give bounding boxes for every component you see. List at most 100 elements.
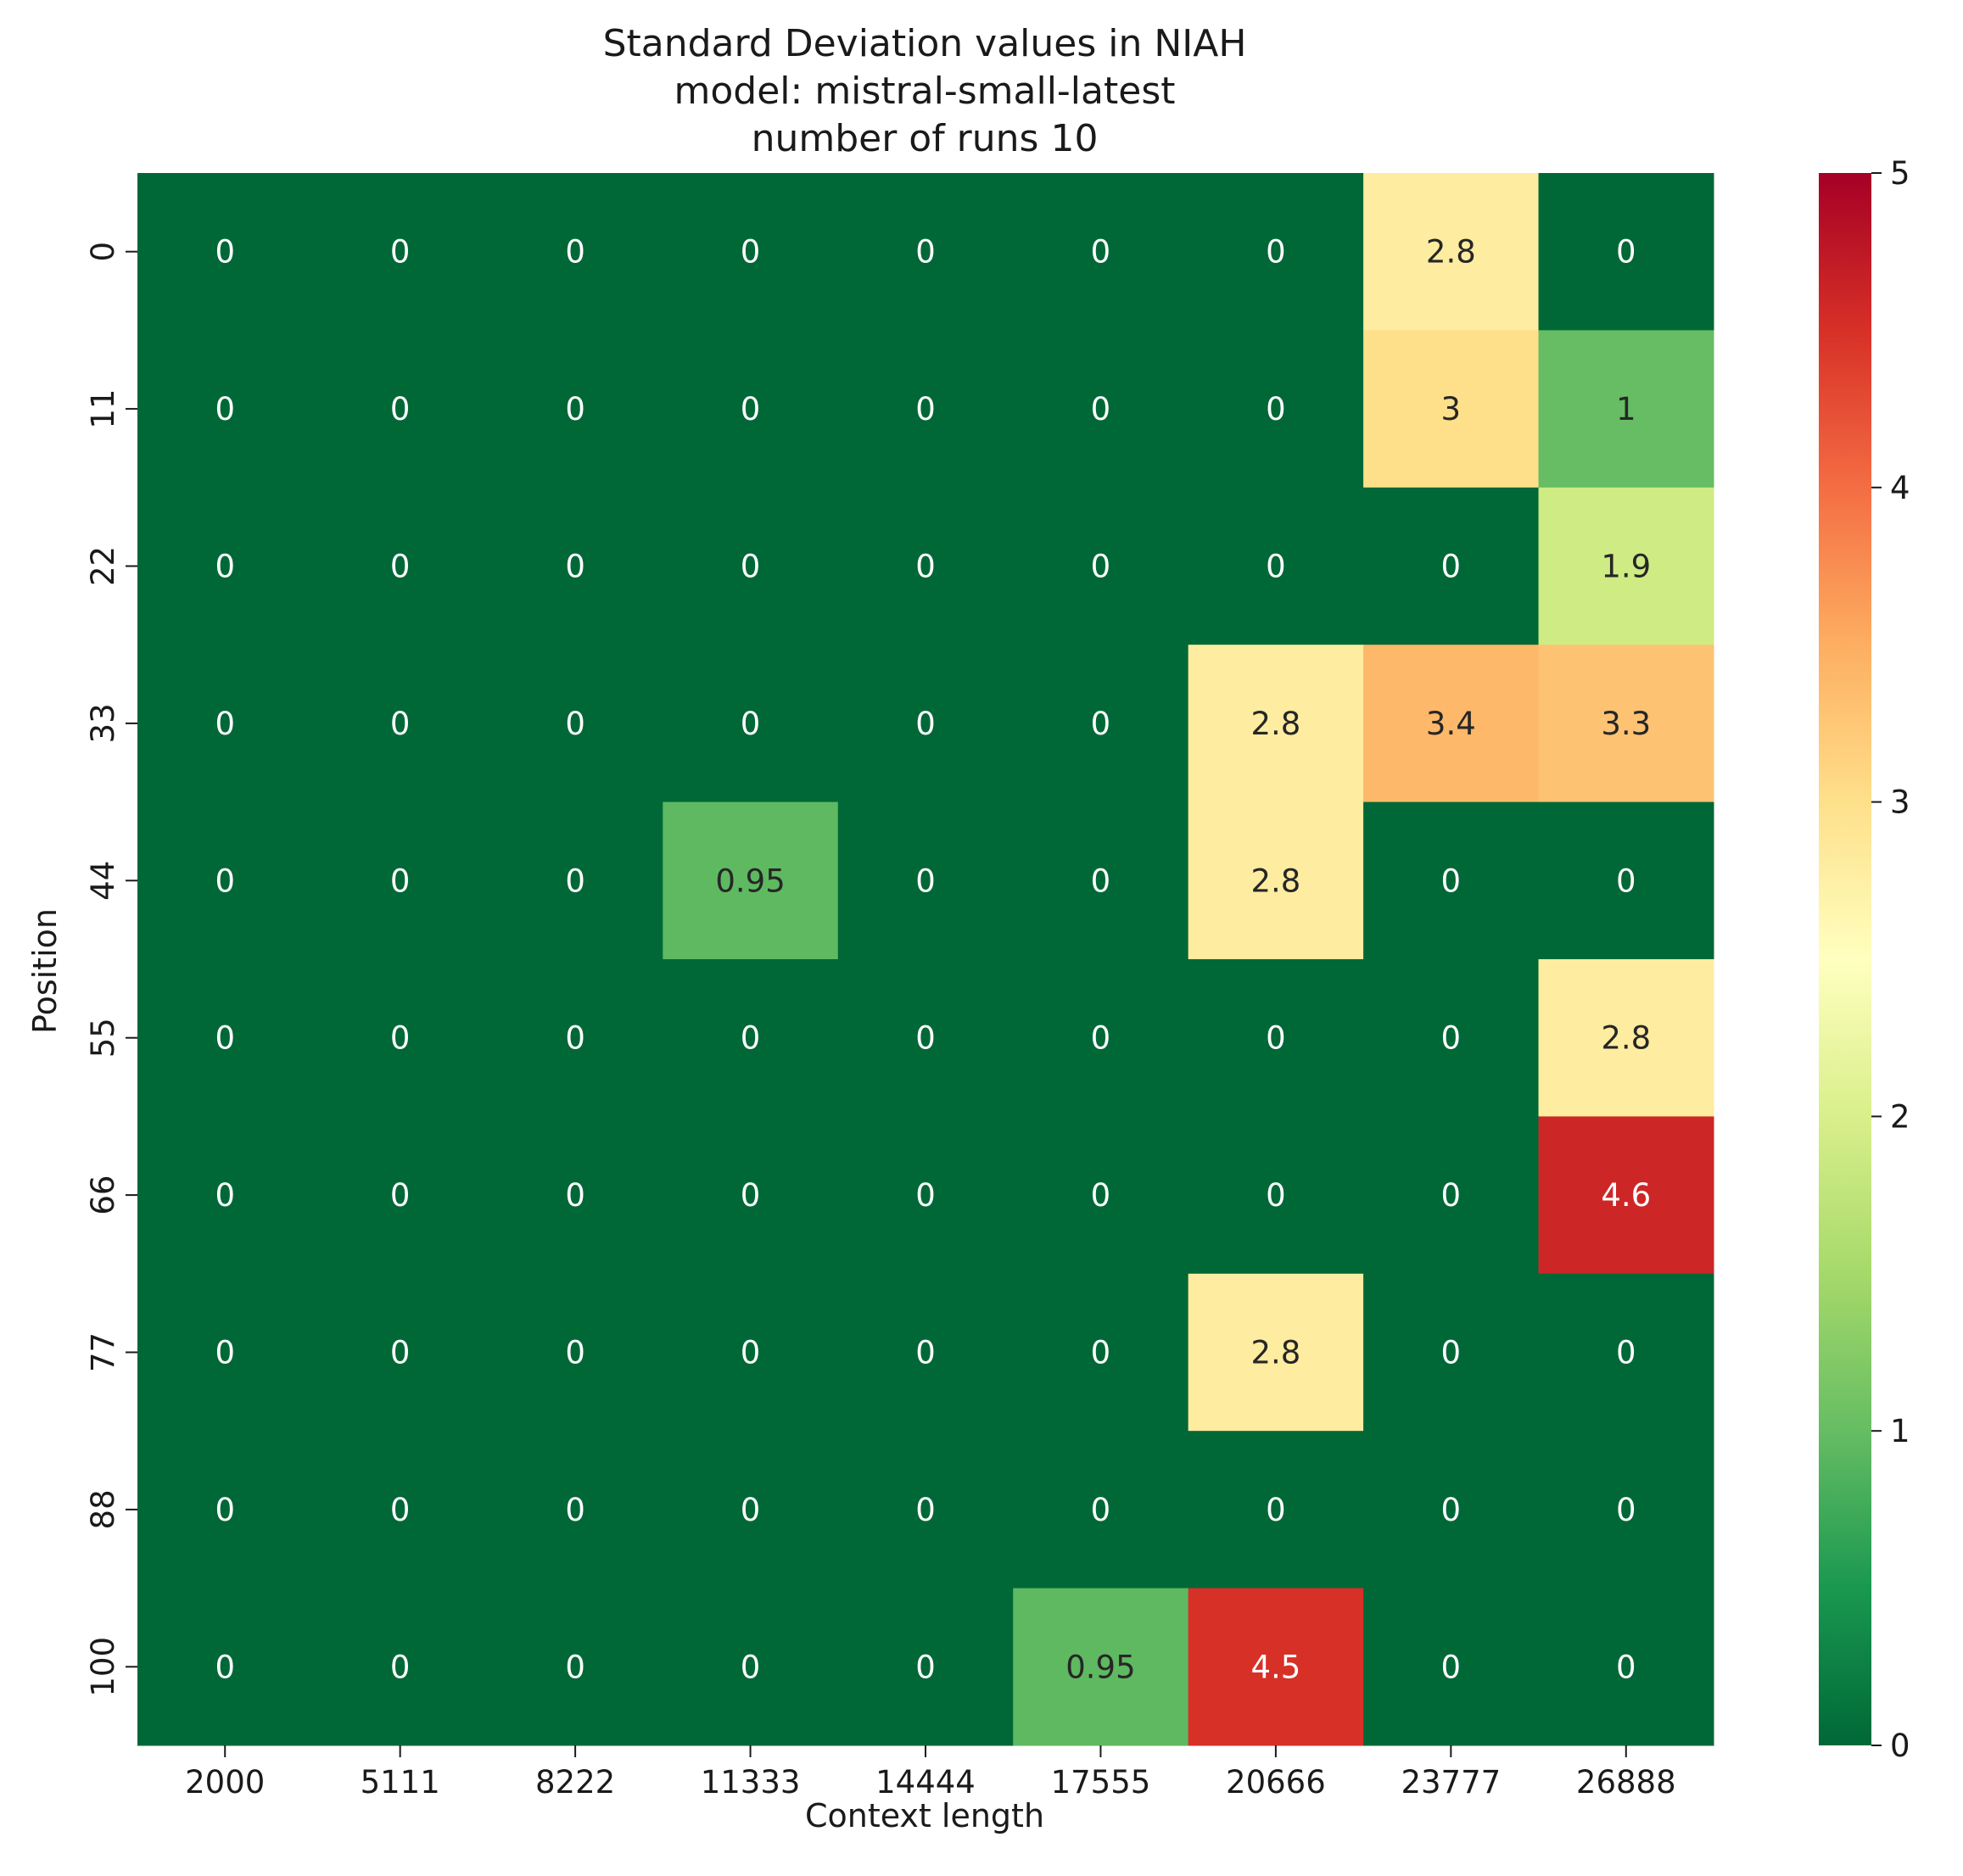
heatmap-cell-value: 0: [915, 1649, 936, 1685]
heatmap-cell: [663, 801, 839, 960]
heatmap-cell: [312, 173, 489, 331]
heatmap-cell-value: 0: [1266, 1020, 1286, 1057]
heatmap-cell-value: 2.8: [1250, 1335, 1300, 1371]
heatmap-cell-value: 0: [390, 391, 411, 427]
heatmap-cell-value: 0: [1441, 549, 1462, 585]
heatmap-cell: [312, 1116, 489, 1275]
heatmap-cell: [837, 1116, 1014, 1275]
y-tick-label: 100: [85, 1637, 121, 1697]
heatmap-cell-value: 0: [741, 549, 761, 585]
heatmap-cell: [1363, 801, 1540, 960]
heatmap-cell-value: 2.8: [1250, 706, 1300, 742]
heatmap-cell: [312, 487, 489, 645]
heatmap-cell: [487, 1273, 663, 1432]
heatmap-cell-value: 0: [565, 706, 585, 742]
heatmap-cell-value: 0: [1266, 391, 1286, 427]
heatmap-cell: [487, 173, 663, 331]
heatmap-cell-value: 0: [565, 234, 585, 271]
heatmap-cell: [837, 1273, 1014, 1432]
heatmap-cell: [1363, 1588, 1540, 1746]
heatmap-cell-value: 0: [565, 549, 585, 585]
heatmap-cell: [1363, 959, 1540, 1117]
heatmap-cell-value: 2.8: [1426, 234, 1476, 271]
heatmap-cell: [663, 1116, 839, 1275]
heatmap-cell-value: 0: [1616, 1649, 1636, 1685]
heatmap-cell: [487, 801, 663, 960]
heatmap-cell-value: 0: [1616, 1492, 1636, 1528]
heatmap-cell: [1013, 1273, 1189, 1432]
heatmap-cell: [1363, 1431, 1540, 1589]
heatmap-cell: [1188, 1431, 1364, 1589]
heatmap-cell-value: 0: [741, 391, 761, 427]
heatmap-cell-value: 0: [215, 549, 235, 585]
heatmap-cell: [837, 645, 1014, 803]
heatmap-cell: [663, 487, 839, 645]
heatmap-cell-value: 1: [1616, 391, 1636, 427]
heatmap-cell: [137, 1273, 313, 1432]
heatmap-cell: [1538, 1116, 1714, 1275]
heatmap-cell-value: 0: [215, 1020, 235, 1057]
heatmap-cell-value: 3.3: [1601, 706, 1651, 742]
heatmap-cell: [1188, 645, 1364, 803]
y-tick-label: 22: [85, 546, 121, 586]
heatmap-cell-value: 0: [1266, 549, 1286, 585]
heatmap-cell: [1363, 487, 1540, 645]
heatmap-cell: [1013, 1116, 1189, 1275]
colorbar: [1819, 173, 1871, 1745]
heatmap-cell-value: 0: [390, 234, 411, 271]
heatmap-cell-value: 0: [215, 234, 235, 271]
heatmap-cell: [312, 1588, 489, 1746]
heatmap-cell-value: 0: [1091, 234, 1111, 271]
heatmap-cell-value: 0: [1091, 1020, 1111, 1057]
colorbar-tick-label: 3: [1890, 784, 1910, 821]
heatmap-cell: [312, 645, 489, 803]
heatmap-cell: [837, 487, 1014, 645]
heatmap-cell: [1538, 801, 1714, 960]
heatmap-cell-value: 0: [1091, 1177, 1111, 1214]
heatmap-cell: [487, 1588, 663, 1746]
heatmap-cell-value: 0: [741, 1020, 761, 1057]
heatmap-cell: [487, 487, 663, 645]
heatmap-cell-value: 0: [390, 1020, 411, 1057]
heatmap-cell-value: 0: [1441, 1335, 1462, 1371]
heatmap-cell: [1188, 1116, 1364, 1275]
heatmap-cell: [1188, 1273, 1364, 1432]
heatmap-cell: [1188, 1588, 1364, 1746]
heatmap-cell-value: 0: [741, 1177, 761, 1214]
heatmap-cell-value: 0: [565, 1335, 585, 1371]
heatmap-cell: [663, 330, 839, 489]
heatmap-cell: [837, 173, 1014, 331]
heatmap-cell-value: 0: [1441, 1492, 1462, 1528]
y-axis-ticks: 0 11 22 33 44 55 66 77 88 100: [85, 242, 137, 1697]
chart-title-line-2: model: mistral-small-latest: [674, 70, 1176, 113]
heatmap-cell: [1538, 645, 1714, 803]
heatmap-cell-value: 0: [565, 1020, 585, 1057]
heatmap-cell-value: 4.5: [1250, 1649, 1300, 1685]
heatmap-cell: [1013, 1431, 1189, 1589]
heatmap-cell-value: 0: [741, 706, 761, 742]
heatmap-cell: [1013, 173, 1189, 331]
heatmap-cell-value: 2.8: [1601, 1020, 1651, 1057]
y-axis-label: Position: [26, 908, 64, 1034]
heatmap-cell-value: 0: [565, 1177, 585, 1214]
heatmap-cell-value: 0: [1441, 1020, 1462, 1057]
heatmap-cell: [663, 1431, 839, 1589]
heatmap-cell: [487, 1116, 663, 1275]
heatmap-cell: [663, 645, 839, 803]
heatmap-cell: [137, 173, 313, 331]
heatmap-cell-value: 0: [915, 1020, 936, 1057]
heatmap-cell-value: 0: [390, 706, 411, 742]
heatmap-cell-value: 0: [215, 863, 235, 899]
x-axis-label: Context length: [805, 1797, 1044, 1834]
heatmap-cell-value: 0: [1091, 706, 1111, 742]
heatmap-cell-value: 0: [565, 1649, 585, 1685]
heatmap-cell-value: 4.6: [1601, 1177, 1651, 1214]
heatmap-cell-value: 0: [1091, 549, 1111, 585]
heatmap-cell: [1013, 959, 1189, 1117]
heatmap-cell-value: 0: [390, 549, 411, 585]
heatmap-cell: [1188, 330, 1364, 489]
heatmap-cell: [137, 1431, 313, 1589]
colorbar-tick-label: 1: [1890, 1413, 1910, 1449]
heatmap-cell-value: 0: [741, 1335, 761, 1371]
